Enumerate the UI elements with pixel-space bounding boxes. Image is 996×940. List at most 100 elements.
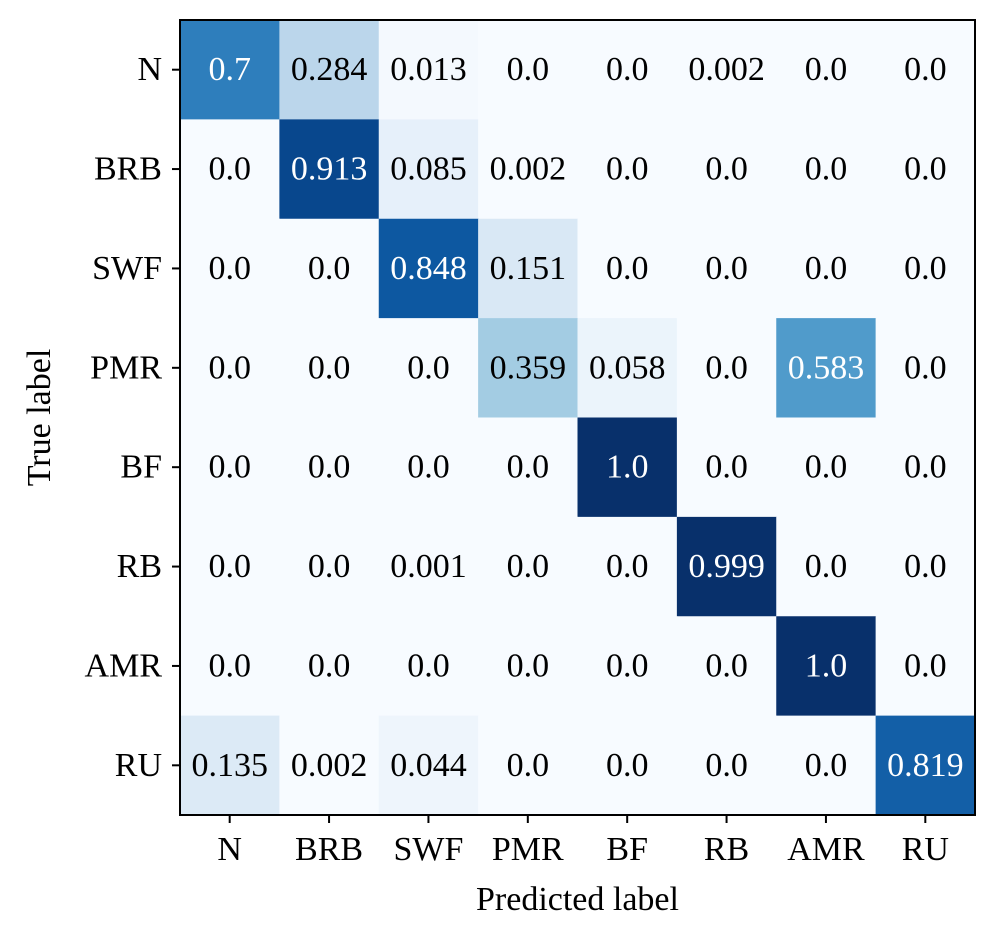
heatmap-cell — [676, 20, 777, 120]
heatmap-cell — [378, 715, 479, 816]
y-tick-label: PMR — [90, 349, 162, 386]
heatmap-cell-value: 0.001 — [390, 548, 467, 585]
heatmap-cell-value: 0.135 — [191, 747, 268, 784]
y-axis-ticks: N BRB SWF PMR BF RB AMR RU — [85, 51, 180, 784]
heatmap-cell — [875, 119, 976, 220]
plot-frame — [179, 19, 976, 816]
heatmap-cell — [378, 417, 479, 518]
heatmap-cell — [577, 218, 678, 319]
heatmap-cell-value: 0.0 — [308, 349, 351, 386]
x-tick-label: PMR — [492, 831, 564, 868]
heatmap-cell — [875, 318, 976, 418]
heatmap-cell — [279, 516, 380, 617]
heatmap-cell — [279, 218, 380, 319]
heatmap-cell-value: 0.002 — [291, 747, 368, 784]
heatmap-cell-value: 0.0 — [705, 647, 748, 684]
heatmap-cell-value: 0.0 — [805, 151, 848, 188]
y-tick-label: AMR — [85, 647, 163, 684]
heatmap-cell-value: 0.0 — [507, 449, 550, 486]
heatmap-cell-value: 0.0 — [308, 548, 351, 585]
heatmap-cell — [676, 318, 777, 418]
heatmap-cell-value: 0.583 — [788, 349, 865, 386]
heatmap-cell-value: 0.0 — [308, 449, 351, 486]
x-tick-label: BRB — [295, 831, 363, 868]
heatmap-cell-value: 0.284 — [291, 51, 368, 88]
heatmap-cell-value: 0.0 — [904, 647, 947, 684]
heatmap-cell-value: 0.0 — [606, 747, 649, 784]
heatmap-cell — [279, 20, 380, 120]
x-tick-label: BF — [606, 831, 648, 868]
heatmap-cell-value: 0.0 — [805, 548, 848, 585]
x-tick-label: RU — [902, 831, 949, 868]
heatmap-cell-value: 0.0 — [705, 747, 748, 784]
heatmap-cell — [875, 516, 976, 617]
heatmap-cell-value: 0.0 — [208, 349, 251, 386]
heatmap-cell-value: 0.999 — [688, 548, 765, 585]
x-tick-label: AMR — [787, 831, 865, 868]
heatmap-cell — [776, 20, 877, 120]
heatmap-cell-value: 1.0 — [805, 647, 848, 684]
heatmap-cell — [776, 417, 877, 518]
heatmap-cell — [676, 516, 777, 617]
heatmap-cell-value: 0.0 — [904, 548, 947, 585]
heatmap-cell — [875, 715, 976, 816]
heatmap-cell-value: 0.0 — [208, 647, 251, 684]
y-tick-label: SWF — [92, 250, 162, 287]
heatmap-cell — [676, 119, 777, 220]
heatmap-cell — [478, 616, 578, 717]
heatmap-cell-value: 0.0 — [507, 647, 550, 684]
heatmap-cell — [180, 516, 280, 617]
heatmap-cells — [180, 20, 976, 816]
y-tick-label: RB — [117, 548, 162, 585]
heatmap-cell-value: 0.0 — [407, 647, 450, 684]
heatmap-cell-value: 0.0 — [805, 449, 848, 486]
heatmap-cell — [180, 119, 280, 220]
heatmap-cell — [478, 318, 578, 418]
x-tick-label: N — [217, 831, 242, 868]
heatmap-cell-value: 0.0 — [208, 151, 251, 188]
heatmap-cell — [180, 417, 280, 518]
heatmap-cell — [676, 218, 777, 319]
heatmap-cell-value: 0.0 — [904, 51, 947, 88]
heatmap-cell — [180, 318, 280, 418]
heatmap-cell-value: 0.0 — [805, 747, 848, 784]
heatmap-cell — [478, 417, 578, 518]
heatmap-cell-value: 0.0 — [208, 548, 251, 585]
heatmap-cell-value: 0.0 — [507, 747, 550, 784]
heatmap-cell-value: 0.819 — [887, 747, 964, 784]
heatmap-cell-value: 0.0 — [904, 151, 947, 188]
heatmap-cell-value: 0.0 — [904, 250, 947, 287]
heatmap-cell — [378, 218, 479, 319]
heatmap-cell-value: 0.151 — [490, 250, 567, 287]
heatmap-cell-value: 0.044 — [390, 747, 467, 784]
heatmap-cell — [279, 417, 380, 518]
heatmap-cell-value: 0.359 — [490, 349, 567, 386]
y-tick-label: RU — [115, 747, 162, 784]
heatmap-cell-values: 0.7 0.284 0.013 0.0 0.0 0.002 0.0 0.0 0.0 0.913 0.… — [191, 51, 963, 784]
heatmap-cell — [776, 218, 877, 319]
heatmap-cell-value: 0.0 — [407, 349, 450, 386]
heatmap-cell-value: 0.0 — [208, 250, 251, 287]
x-axis-label: Predicted label — [476, 881, 679, 918]
heatmap-cell — [478, 516, 578, 617]
heatmap-cell-value: 0.0 — [606, 548, 649, 585]
x-tick-label: RB — [704, 831, 749, 868]
heatmap-cell-value: 0.0 — [606, 250, 649, 287]
x-axis-ticks: N BRB SWF PMR BF RB AMR RU — [217, 815, 949, 868]
heatmap-cell — [279, 715, 380, 816]
heatmap-cell-value: 0.0 — [805, 51, 848, 88]
heatmap-cell — [478, 119, 578, 220]
heatmap-cell-value: 0.058 — [589, 349, 666, 386]
heatmap-cell — [875, 616, 976, 717]
heatmap-cell-value: 0.0 — [308, 250, 351, 287]
y-tick-label: BRB — [94, 151, 162, 188]
heatmap-cell — [478, 715, 578, 816]
heatmap-cell-value: 1.0 — [606, 449, 649, 486]
heatmap-cell — [180, 616, 280, 717]
heatmap-cell-value: 0.085 — [390, 151, 467, 188]
heatmap-cell — [776, 318, 877, 418]
heatmap-cell-value: 0.0 — [507, 548, 550, 585]
heatmap-cell — [279, 119, 380, 220]
heatmap-cell — [577, 417, 678, 518]
